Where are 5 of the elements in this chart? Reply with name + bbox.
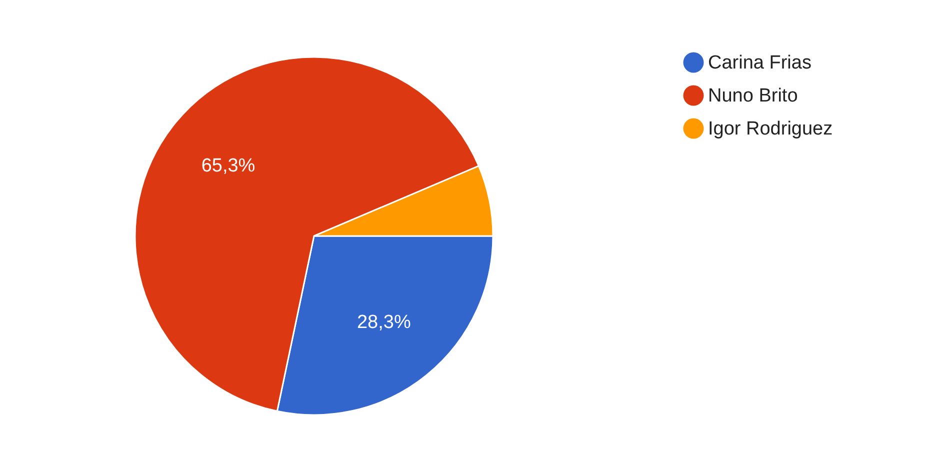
legend-label: Nuno Brito <box>708 86 798 106</box>
legend-label: Carina Frias <box>708 52 812 74</box>
legend-label: Igor Rodriguez <box>708 118 833 140</box>
data-label: 28,3% <box>356 312 411 334</box>
data-label: 65,3% <box>201 156 256 177</box>
